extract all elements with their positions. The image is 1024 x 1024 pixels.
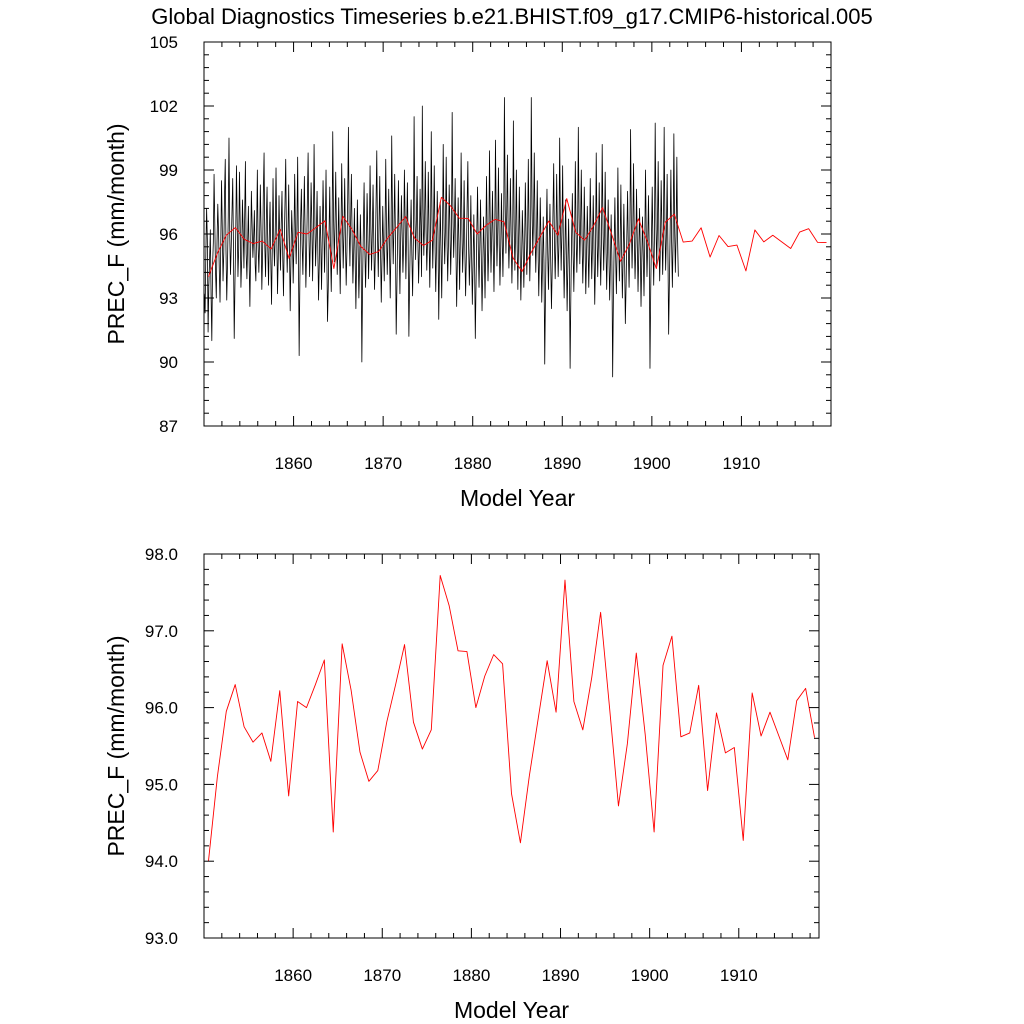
top-panel: 1860 1870 1880 1890 1900 1910 87 90 93 96 99 102 105… — [103, 33, 832, 511]
bottom-x-tick-label: 1860 — [274, 966, 312, 985]
bottom-y-tick-label: 98.0 — [145, 545, 178, 564]
bottom-x-tick-label: 1910 — [720, 966, 758, 985]
bottom-panel: 1860 1870 1880 1890 1900 1910 93.0 94.0 95.0 96.0… — [103, 545, 820, 1023]
top-y-tick-label: 90 — [159, 353, 178, 372]
top-series-layer — [203, 97, 827, 378]
bottom-series-annual-line — [208, 575, 815, 862]
top-y-axis-label: PREC_F (mm/month) — [103, 123, 129, 344]
bottom-y-tick-label: 97.0 — [145, 622, 178, 641]
top-series-monthly-line — [203, 97, 679, 378]
bottom-x-tick-label: 1870 — [363, 966, 401, 985]
top-ticks — [203, 41, 832, 427]
top-tick-labels: 1860 1870 1880 1890 1900 1910 87 90 93 96 99 102 105 — [150, 33, 761, 473]
bottom-x-tick-label: 1880 — [452, 966, 490, 985]
bottom-ticks — [203, 553, 819, 939]
bottom-x-tick-label: 1890 — [542, 966, 580, 985]
top-y-tick-label: 87 — [159, 417, 178, 436]
bottom-series-layer — [208, 575, 815, 862]
top-y-tick-label: 96 — [159, 225, 178, 244]
bottom-tick-labels: 1860 1870 1880 1890 1900 1910 93.0 94.0 95.0 96.0… — [145, 545, 758, 985]
figure-title: Global Diagnostics Timeseries b.e21.BHIS… — [151, 4, 872, 29]
bottom-x-tick-label: 1900 — [631, 966, 669, 985]
bottom-y-tick-label: 93.0 — [145, 929, 178, 948]
top-y-tick-label: 105 — [150, 33, 178, 52]
top-x-tick-label: 1910 — [723, 454, 761, 473]
top-series-annual-line — [208, 196, 827, 277]
top-x-tick-label: 1890 — [543, 454, 581, 473]
top-y-tick-label: 99 — [159, 161, 178, 180]
bottom-y-axis-label: PREC_F (mm/month) — [103, 635, 129, 856]
top-x-axis-label: Model Year — [460, 485, 575, 511]
bottom-y-tick-label: 95.0 — [145, 775, 178, 794]
bottom-plot-frame — [203, 553, 820, 939]
top-x-tick-label: 1870 — [364, 454, 402, 473]
top-x-tick-label: 1880 — [454, 454, 492, 473]
top-x-tick-label: 1860 — [275, 454, 313, 473]
bottom-y-tick-label: 94.0 — [145, 852, 178, 871]
top-y-tick-label: 93 — [159, 289, 178, 308]
top-y-tick-label: 102 — [150, 97, 178, 116]
top-x-tick-label: 1900 — [633, 454, 671, 473]
bottom-y-tick-label: 96.0 — [145, 699, 178, 718]
bottom-x-axis-label: Model Year — [454, 997, 569, 1023]
